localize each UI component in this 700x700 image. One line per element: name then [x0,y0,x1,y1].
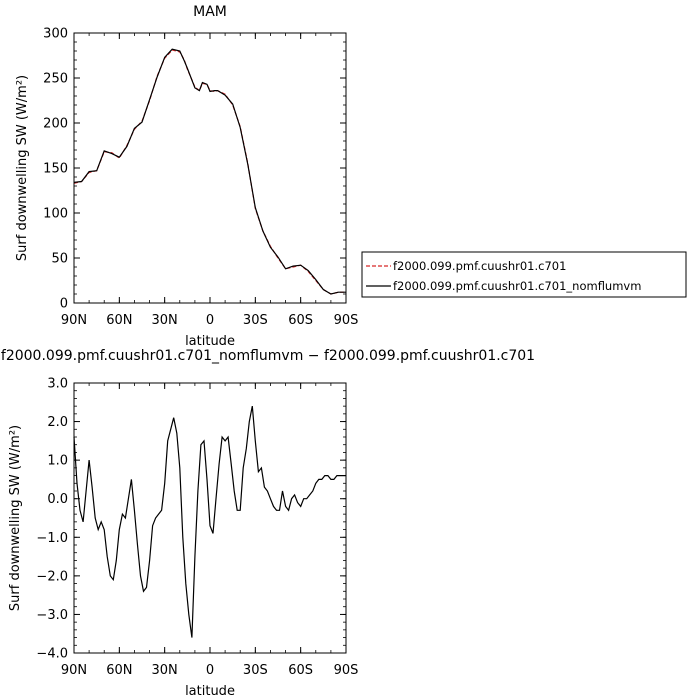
y-axis-label-bottom: Surf downwelling SW (W/m²) [8,425,23,611]
x-tick-label: 30S [243,663,268,678]
x-tick-label: 60S [288,313,313,328]
x-tick-label: 0 [206,313,214,328]
y-tick-label: −4.0 [36,647,68,662]
y-tick-label: 100 [43,207,68,222]
plot-frame [73,32,347,304]
x-tick-label: 60N [106,313,132,328]
chart-title-top: MAM [193,4,227,20]
x-tick-label: 30S [243,313,268,328]
x-tick-label: 90N [61,663,87,678]
x-tick-label: 90S [334,663,359,678]
x-axis-label-top: latitude [185,334,235,349]
series-line-1 [73,405,346,638]
y-tick-label: −1.0 [36,531,68,546]
y-tick-label: 2.0 [47,415,68,430]
x-tick-label: 0 [206,663,214,678]
legend-label-series-2: f2000.099.pmf.cuushr01.c701_nomflumvm [393,279,641,293]
legend-label-series-1: f2000.099.pmf.cuushr01.c701 [393,259,566,273]
x-axis-label-bottom: latitude [185,684,235,699]
y-tick-label: −3.0 [36,608,68,623]
series-line-1 [73,49,346,295]
y-tick-label: 50 [51,252,68,267]
series-line-2 [73,48,346,295]
y-tick-label: 1.0 [47,454,68,469]
y-tick-label: −2.0 [36,569,68,584]
y-tick-label: 200 [43,117,68,132]
y-tick-label: 250 [43,72,68,87]
y-tick-label: 0 [60,297,68,312]
y-tick-label: 300 [43,27,68,42]
chart-title-bottom: f2000.099.pmf.cuushr01.c701_nomflumvm − … [1,348,535,364]
y-tick-label: 0.0 [47,492,68,507]
y-tick-label: 3.0 [47,377,68,392]
x-tick-label: 90N [61,313,87,328]
x-tick-label: 60S [288,663,313,678]
legend: f2000.099.pmf.cuushr01.c701 f2000.099.pm… [361,251,687,298]
x-tick-label: 30N [152,313,178,328]
y-tick-label: 150 [43,162,68,177]
x-tick-label: 90S [334,313,359,328]
plot-panel-2: −4.0 −3.0 −2.0 −1.0 0.0 1.0 2.0 3.0 90N 60N 30N 0 30… [36,377,358,679]
plot-panel-1: 0 50 100 150 200 250 300 90N 60N 30N 0 30S 60S 90S [43,27,358,329]
y-axis-label-top: Surf downwelling SW (W/m²) [15,75,30,261]
x-tick-label: 30N [152,663,178,678]
legend-box [361,251,687,298]
x-tick-label: 60N [106,663,132,678]
